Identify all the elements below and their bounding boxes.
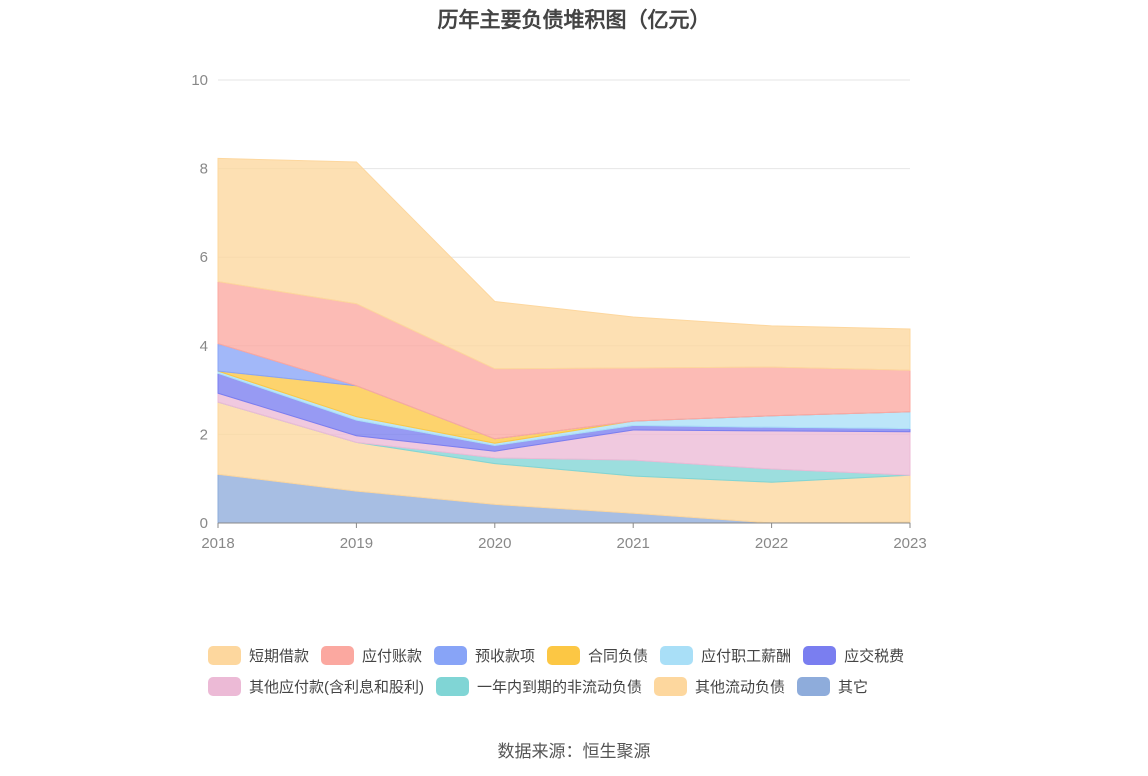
legend-swatch <box>654 677 688 696</box>
legend-swatch <box>797 677 831 696</box>
legend-swatch <box>208 677 241 696</box>
x-tick-label: 2018 <box>201 535 234 552</box>
legend-swatch <box>547 646 581 665</box>
legend: 短期借款 应付账款 预收款项 合同负债 应付职工薪酬 应交税费 其他应付款(含利息和股利)… <box>208 640 968 702</box>
legend-item[interactable]: 短期借款 <box>208 645 309 666</box>
x-tick-label: 2022 <box>755 535 788 552</box>
x-tick-label: 2021 <box>617 535 650 552</box>
legend-swatch <box>660 646 694 665</box>
legend-row-1: 短期借款 应付账款 预收款项 合同负债 应付职工薪酬 应交税费 <box>208 640 968 671</box>
legend-item[interactable]: 其他应付款(含利息和股利) <box>208 676 424 697</box>
legend-swatch <box>434 646 468 665</box>
legend-item[interactable]: 其它 <box>797 676 868 697</box>
legend-label: 应交税费 <box>844 648 905 665</box>
y-tick-label: 4 <box>200 338 208 355</box>
x-tick-label: 2020 <box>478 535 511 552</box>
legend-row-2: 其他应付款(含利息和股利) 一年内到期的非流动负债 其他流动负债 其它 <box>208 671 968 702</box>
data-source: 数据来源：恒生聚源 <box>497 742 651 761</box>
legend-label: 其它 <box>838 679 869 696</box>
y-tick-label: 2 <box>200 426 208 443</box>
legend-swatch <box>321 646 355 665</box>
legend-item[interactable]: 应付职工薪酬 <box>660 645 791 666</box>
legend-item[interactable]: 应付账款 <box>321 645 422 666</box>
area-series <box>217 157 911 524</box>
legend-swatch <box>208 646 241 665</box>
legend-label: 短期借款 <box>249 648 310 665</box>
legend-label: 预收款项 <box>475 648 536 665</box>
x-tick-label: 2023 <box>893 535 926 552</box>
legend-label: 应付账款 <box>362 648 423 665</box>
y-tick-label: 6 <box>200 249 208 266</box>
area-series[interactable] <box>217 157 911 371</box>
legend-label: 一年内到期的非流动负债 <box>477 679 643 696</box>
legend-swatch <box>803 646 837 665</box>
legend-item[interactable]: 应交税费 <box>803 645 904 666</box>
legend-item[interactable]: 一年内到期的非流动负债 <box>436 676 642 697</box>
legend-item[interactable]: 合同负债 <box>547 645 648 666</box>
y-tick-label: 10 <box>191 72 208 89</box>
x-tick-label: 2019 <box>340 535 373 552</box>
y-tick-label: 8 <box>200 161 208 178</box>
legend-label: 合同负债 <box>588 648 649 665</box>
legend-swatch <box>436 677 469 696</box>
legend-item[interactable]: 其他流动负债 <box>654 676 785 697</box>
legend-item[interactable]: 预收款项 <box>434 645 535 666</box>
legend-label: 应付职工薪酬 <box>701 648 792 665</box>
y-tick-label: 0 <box>200 515 208 532</box>
legend-label: 其他应付款(含利息和股利) <box>249 679 424 696</box>
axes: 0 2 4 6 8 10 2018 2019 2020 2021 2022 2023 <box>191 72 926 552</box>
legend-label: 其他流动负债 <box>695 679 786 696</box>
chart-title: 历年主要负债堆积图（亿元） <box>437 9 711 32</box>
